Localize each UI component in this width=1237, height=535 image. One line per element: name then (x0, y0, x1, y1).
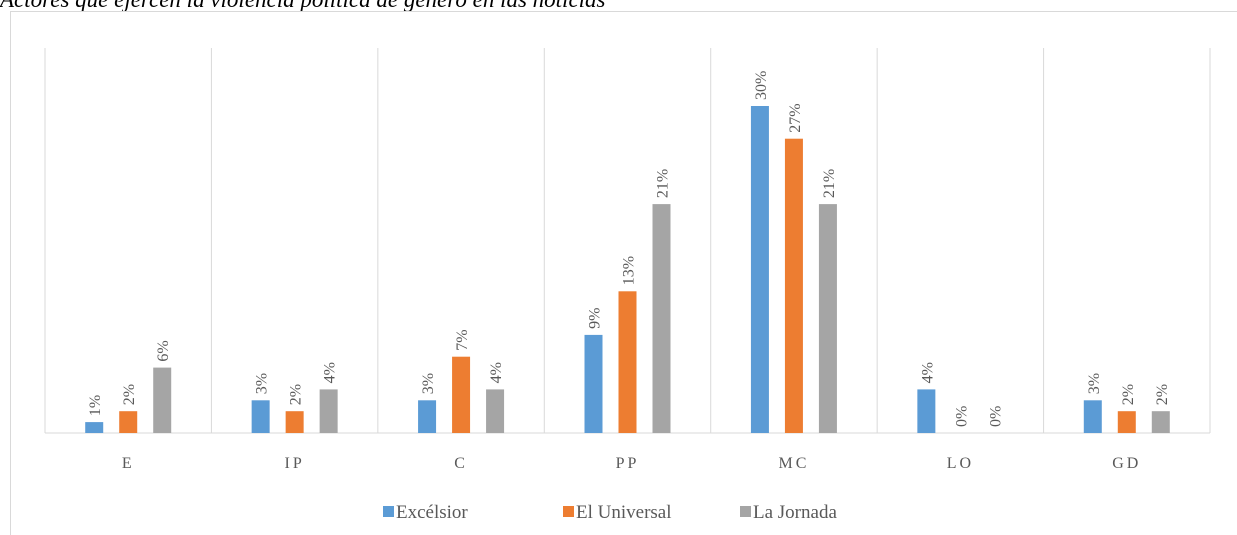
bar (319, 389, 338, 433)
data-label: 2% (1120, 384, 1137, 405)
bar (818, 204, 837, 433)
bar (584, 334, 603, 433)
bar (1083, 400, 1102, 433)
bar (85, 422, 104, 433)
data-label: 0% (953, 406, 970, 427)
data-label: 1% (87, 395, 104, 416)
data-label: 6% (155, 340, 172, 361)
category-label: E (122, 455, 135, 472)
chart-legend: Excélsior El Universal La Jornada (383, 502, 837, 523)
chart-category-labels: E IP C PP MC LO GD (122, 455, 1141, 472)
data-label: 3% (420, 373, 437, 394)
bar (784, 138, 803, 433)
bar (618, 291, 637, 433)
bar (285, 411, 304, 433)
data-label: 0% (987, 406, 1004, 427)
legend-entry: La Jornada (753, 502, 837, 523)
data-label: 4% (919, 362, 936, 383)
bar (486, 389, 505, 433)
data-label: 2% (121, 384, 138, 405)
legend-swatch (563, 506, 574, 517)
legend-entry: Excélsior (396, 502, 468, 523)
data-label: 3% (254, 373, 271, 394)
bar (119, 411, 138, 433)
category-label: LO (947, 455, 974, 472)
chart-caption: Actores que ejercen la violencia polític… (0, 0, 606, 13)
chart-bars (85, 106, 1170, 433)
data-label: 9% (587, 308, 604, 329)
bar (251, 400, 270, 433)
category-label: MC (778, 455, 809, 472)
legend-swatch (383, 506, 394, 517)
data-label: 21% (655, 169, 672, 198)
legend-entry: El Universal (576, 502, 672, 523)
data-label: 3% (1086, 373, 1103, 394)
data-label: 13% (621, 256, 638, 285)
data-label: 7% (454, 329, 471, 350)
bar (153, 367, 172, 433)
data-label: 2% (1154, 384, 1171, 405)
data-label: 30% (753, 71, 770, 100)
bar (1117, 411, 1136, 433)
chart-data-labels: 1% 2% 6% 3% 2% 4% 3% 7% 4% 9% 13% 21% 30% 27% 21% 4% 0% 0… (87, 71, 1171, 427)
chart-frame (10, 11, 1237, 535)
bar (1151, 411, 1170, 433)
bar (750, 106, 769, 433)
category-label: C (454, 455, 468, 472)
bar (452, 356, 471, 433)
category-label: IP (285, 455, 305, 472)
category-label: GD (1112, 455, 1141, 472)
data-label: 27% (787, 103, 804, 132)
bar (418, 400, 437, 433)
data-label: 4% (488, 362, 505, 383)
category-label: PP (616, 455, 640, 472)
bar (652, 204, 671, 433)
bar (917, 389, 936, 433)
data-label: 21% (821, 169, 838, 198)
data-label: 2% (288, 384, 305, 405)
legend-swatch (740, 506, 751, 517)
data-label: 4% (322, 362, 339, 383)
